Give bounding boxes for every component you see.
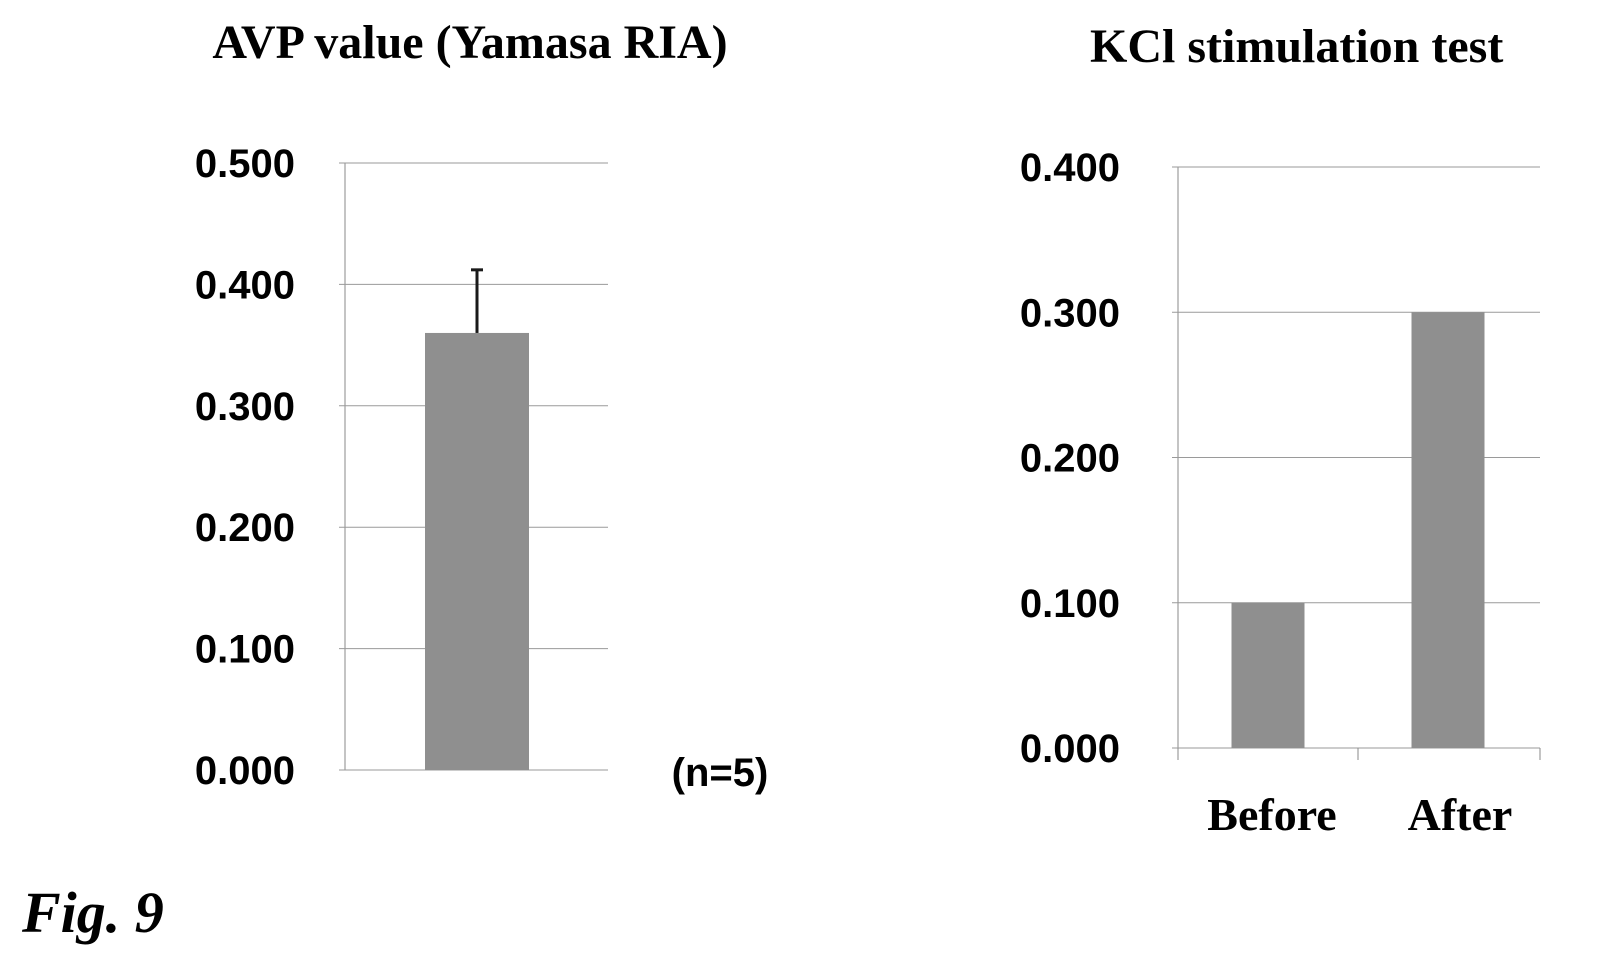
kcl-y-tick-label: 0.400 xyxy=(1020,146,1120,190)
avp-y-tick-label: 0.100 xyxy=(195,628,295,672)
avp-y-tick-label: 0.300 xyxy=(195,385,295,429)
avp-chart: AVP value (Yamasa RIA) 0.0000.1000.2000.… xyxy=(195,16,768,795)
kcl-chart-bars xyxy=(1231,312,1485,748)
kcl-chart: KCl stimulation test 0.000 0.100 0.200 0.30… xyxy=(1020,20,1541,840)
kcl-bar xyxy=(1411,312,1485,748)
avp-y-tick-label: 0.000 xyxy=(195,749,295,793)
kcl-y-tick-label: 0.100 xyxy=(1020,582,1120,626)
kcl-bar xyxy=(1231,602,1305,748)
kcl-y-tick-label: 0.000 xyxy=(1020,727,1120,771)
kcl-y-tick-label: 0.300 xyxy=(1020,291,1120,335)
kcl-category-label: Before xyxy=(1207,789,1336,840)
avp-y-tick-label: 0.400 xyxy=(195,263,295,307)
avp-y-tick-label: 0.200 xyxy=(195,506,295,550)
avp-chart-sample-size-note: (n=5) xyxy=(672,751,769,795)
figure-label: Fig. 9 xyxy=(21,880,164,945)
kcl-chart-y-tick-labels: 0.000 0.100 0.200 0.300 0.400 xyxy=(1020,146,1120,771)
kcl-chart-title: KCl stimulation test xyxy=(1090,20,1503,73)
kcl-chart-category-labels: Before After xyxy=(1207,789,1512,840)
avp-chart-title: AVP value (Yamasa RIA) xyxy=(212,16,727,69)
kcl-chart-gridlines xyxy=(1172,166,1541,760)
avp-chart-error-bars xyxy=(471,268,483,333)
avp-y-tick-label: 0.500 xyxy=(195,142,295,186)
kcl-category-label: After xyxy=(1408,789,1513,840)
kcl-y-tick-label: 0.200 xyxy=(1020,437,1120,481)
avp-chart-y-tick-labels: 0.000 0.100 0.200 0.300 0.400 0.500 xyxy=(195,142,295,793)
avp-chart-bars xyxy=(425,332,529,770)
avp-bar xyxy=(425,332,529,770)
